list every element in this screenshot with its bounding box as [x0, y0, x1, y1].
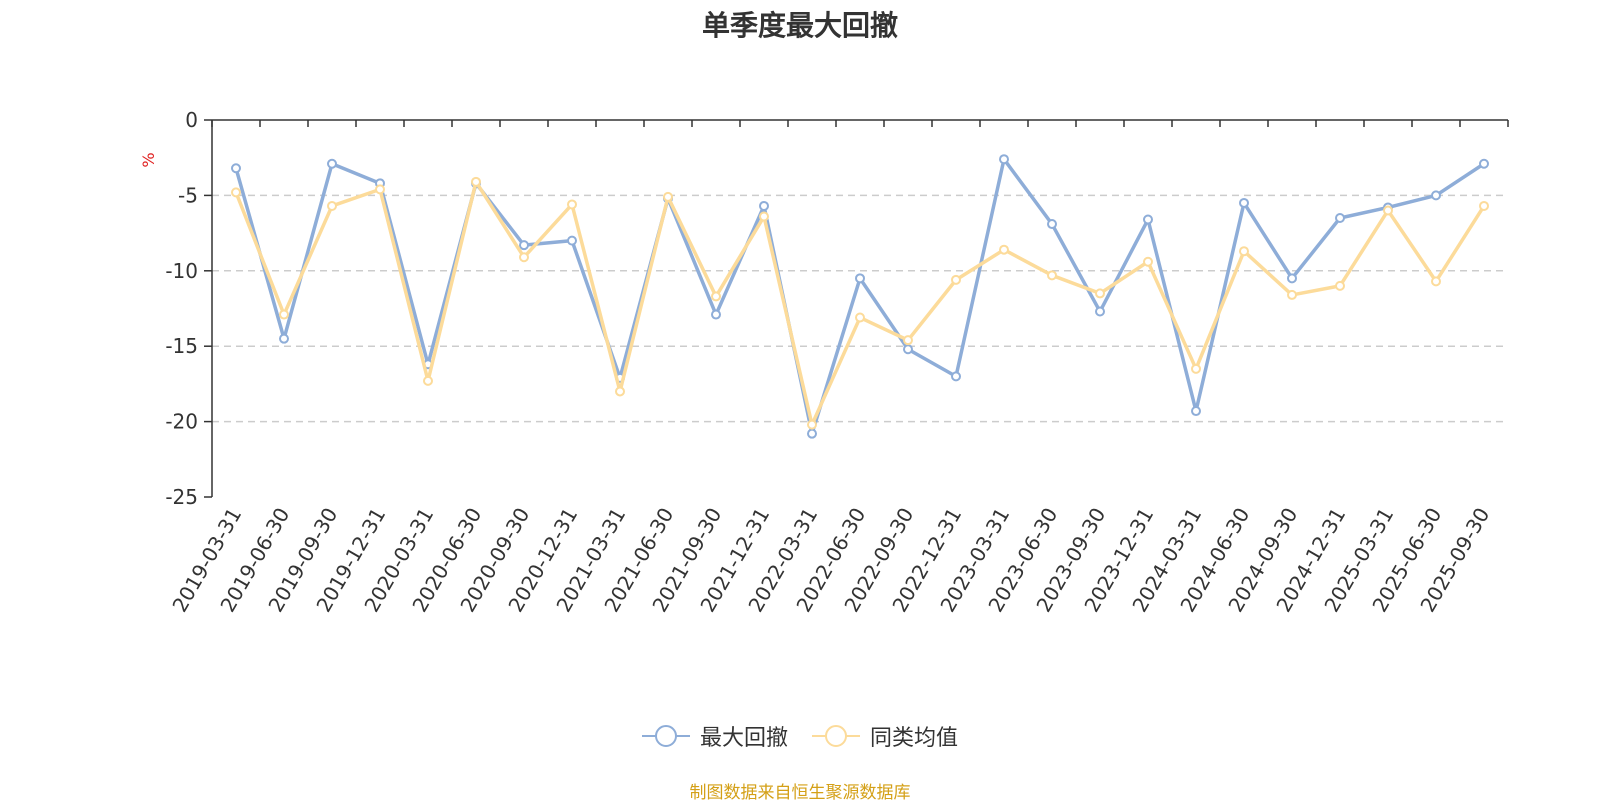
y-tick-label: -5: [178, 183, 198, 207]
series-1-point: [1095, 288, 1105, 299]
chart-title: 单季度最大回撤: [701, 9, 898, 42]
series-1-point: [231, 187, 241, 198]
line-chart: 0-5-10-15-20-252019-03-312019-06-302019-…: [139, 108, 1509, 616]
series-0-point: [999, 154, 1009, 165]
axes: 0-5-10-15-20-252019-03-312019-06-302019-…: [165, 108, 1509, 616]
series-0-point: [1047, 219, 1057, 230]
y-axis-unit-label: %: [139, 152, 158, 167]
series-0-point: [711, 309, 721, 320]
series-line-1: [234, 180, 1486, 427]
series-1-point: [711, 291, 721, 302]
series-1-point: [615, 386, 625, 397]
series-1-point: [471, 176, 481, 187]
series-0-point: [1143, 214, 1153, 225]
legend-item-max-drawdown[interactable]: 最大回撤: [641, 720, 788, 752]
series-0-point: [567, 235, 577, 246]
legend-marker-icon: [641, 725, 690, 747]
series-1-point: [519, 252, 529, 263]
series-1-point: [807, 419, 817, 430]
series-line-0: [234, 157, 1485, 436]
series-0-point: [903, 344, 913, 355]
series-1-point: [951, 274, 961, 285]
series-1-point: [903, 335, 913, 346]
series-1-point: [567, 199, 577, 210]
series-0-point: [1239, 197, 1249, 208]
series-1-point: [423, 375, 433, 386]
series-1-point: [1431, 276, 1441, 287]
legend-label: 同类均值: [870, 726, 959, 751]
y-tick-label: -15: [165, 334, 198, 358]
y-tick-label: -20: [165, 410, 198, 434]
data-source-note: 制图数据来自恒生聚源数据库: [689, 783, 911, 803]
series-1-point: [375, 184, 385, 195]
series-0-point: [1479, 158, 1489, 169]
series-1-point: [759, 211, 769, 222]
legend-marker-icon: [812, 725, 860, 747]
gridlines: [212, 194, 1508, 423]
series-0-point: [231, 163, 241, 174]
legend: 最大回撤 同类均值: [0, 720, 1600, 752]
series-1-point: [327, 200, 337, 211]
series-1-point: [999, 244, 1009, 255]
series-0-point: [1191, 406, 1201, 417]
legend-item-peer-average[interactable]: 同类均值: [812, 720, 958, 752]
series-1-point: [1047, 270, 1057, 281]
y-tick-label: -25: [165, 485, 198, 509]
series-1-point: [663, 191, 673, 202]
series-0-point: [807, 428, 817, 439]
series-layer: [231, 154, 1489, 439]
series-0-point: [279, 333, 289, 344]
series-0-point: [855, 273, 865, 284]
series-1-point: [855, 312, 865, 323]
series-1-point: [1191, 363, 1201, 374]
series-1-point: [1479, 200, 1489, 211]
series-1-point: [1143, 256, 1153, 267]
series-0-point: [1431, 190, 1441, 201]
y-tick-label: 0: [185, 108, 198, 132]
series-0-point: [519, 240, 529, 251]
series-0-point: [1287, 273, 1297, 284]
y-tick-label: -10: [165, 259, 198, 283]
series-0-point: [759, 200, 769, 211]
series-0-point: [327, 158, 337, 169]
series-0-point: [1095, 306, 1105, 317]
series-1-point: [1383, 205, 1393, 216]
legend-label: 最大回撤: [699, 726, 788, 751]
series-0-point: [1335, 213, 1345, 224]
series-0-point: [951, 371, 961, 382]
series-1-point: [1287, 289, 1297, 300]
series-1-point: [1335, 280, 1345, 291]
series-1-point: [1239, 246, 1249, 257]
series-1-point: [279, 309, 289, 320]
